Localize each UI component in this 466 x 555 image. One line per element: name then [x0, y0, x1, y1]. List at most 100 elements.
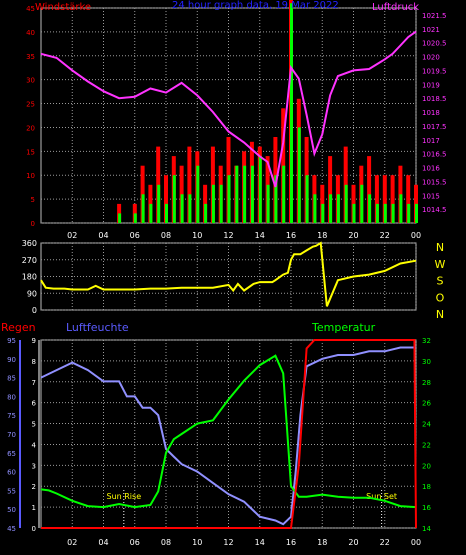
sun-annotation: Sun Rise [106, 492, 141, 501]
rain-tick-label: 7 [32, 379, 36, 387]
pressure-tick-label: 1018 [422, 109, 440, 117]
direction-tick-label: 270 [22, 256, 37, 265]
direction-tick-label: 180 [22, 273, 37, 282]
time-tick-label: 16 [286, 231, 296, 240]
temperature-tick-label: 14 [422, 525, 431, 533]
mean-wind-bar [266, 184, 270, 223]
wind-tick-label: 25 [26, 101, 35, 109]
humidity-tick-label: 85 [7, 375, 16, 383]
pressure-tick-label: 1016.5 [422, 151, 447, 159]
mean-wind-bar [297, 127, 301, 223]
pressure-tick-label: 1020.5 [422, 40, 447, 48]
gust-bar [187, 146, 192, 223]
gust-bar [406, 175, 411, 223]
mean-wind-bar [219, 184, 223, 223]
temperature-tick-label: 20 [422, 462, 431, 470]
pressure-axis-label: Luftdruck [372, 2, 419, 13]
temperature-tick-label: 30 [422, 358, 431, 366]
temperature-tick-label: 24 [422, 421, 431, 429]
mean-wind-bar [235, 165, 239, 223]
time-tick-label: 04 [98, 538, 108, 547]
mean-wind-bar [157, 184, 161, 223]
time-tick-label: 02 [67, 231, 77, 240]
time-tick-label: 04 [98, 231, 108, 240]
rain-line [41, 339, 417, 529]
wind-tick-label: 20 [26, 124, 35, 132]
rain-tick-label: 1 [32, 504, 36, 512]
rain-tick-label: 9 [32, 337, 36, 345]
mean-wind-bar [415, 203, 418, 223]
mean-wind-bar [149, 203, 153, 223]
time-tick-label: 12 [223, 231, 233, 240]
temperature-axis-label: Temperatur [311, 321, 376, 334]
rain-axis-ticks: 0 1 2 3 4 5 6 7 8 9 [32, 337, 40, 533]
rain-tick-label: 0 [32, 525, 36, 533]
mean-wind-bar [204, 203, 208, 223]
humidity-tick-label: 95 [7, 337, 16, 345]
mean-wind-bar [141, 194, 145, 223]
time-tick-label: 18 [317, 538, 327, 547]
temperature-axis-ticks: 14 16 18 20 22 24 26 28 30 32 [422, 337, 431, 533]
wind-tick-label: 35 [26, 53, 35, 61]
mean-wind-bar [188, 194, 192, 223]
temperature-tick-label: 16 [422, 504, 431, 512]
mean-wind-bar [399, 194, 403, 223]
pressure-tick-label: 1015 [422, 192, 440, 200]
mean-wind-bar [313, 194, 317, 223]
pressure-line [40, 30, 417, 188]
time-tick-label: 22 [380, 231, 390, 240]
gust-bar [367, 156, 372, 223]
humidity-tick-label: 60 [7, 469, 16, 477]
pressure-tick-label: 1019.5 [422, 67, 447, 75]
humidity-tick-label: 80 [7, 393, 16, 401]
rain-tick-label: 3 [32, 462, 36, 470]
rain-tick-label: 8 [32, 358, 36, 366]
rain-humidity-temp-x-ticks: 02 04 06 08 10 12 14 16 18 20 22 00 [67, 538, 421, 547]
humidity-axis-label: Luftfeuchte [66, 321, 129, 334]
time-tick-label: 10 [192, 231, 202, 240]
pressure-tick-label: 1015.5 [422, 178, 447, 186]
time-tick-label: 14 [255, 538, 265, 547]
wind-tick-label: 0 [31, 220, 35, 228]
pressure-axis-ticks: 1014.5 1015 1015.5 1016 1016.5 1017 1017.5 1018… [422, 12, 447, 214]
rain-tick-label: 4 [32, 441, 37, 449]
time-tick-label: 06 [130, 231, 140, 240]
time-tick-label: 14 [255, 231, 265, 240]
pressure-tick-label: 1019 [422, 81, 440, 89]
compass-label: O [436, 291, 445, 304]
time-tick-label: 06 [130, 538, 140, 547]
wind-axis-ticks: 0 5 10 15 20 25 30 35 40 45 [26, 5, 35, 228]
direction-tick-label: 360 [22, 239, 37, 248]
mean-wind-bar [243, 165, 247, 223]
time-tick-label: 10 [192, 538, 202, 547]
humidity-tick-label: 65 [7, 450, 16, 458]
mean-wind-bar [196, 165, 200, 223]
time-tick-label: 16 [286, 538, 296, 547]
mean-wind-bar [250, 165, 254, 223]
wind-axis-label: Windstärke [35, 2, 91, 13]
wind-pressure-x-ticks: 02 04 06 08 10 12 14 16 18 20 22 00 [67, 231, 421, 240]
rain-tick-label: 2 [32, 483, 36, 491]
mean-wind-bar [344, 184, 348, 223]
time-tick-label: 00 [411, 538, 421, 547]
pressure-tick-label: 1016 [422, 165, 440, 173]
humidity-tick-label: 45 [7, 525, 16, 533]
mean-wind-bar [211, 184, 215, 223]
time-tick-label: 08 [161, 231, 171, 240]
temperature-line [40, 354, 417, 509]
wind-tick-label: 45 [26, 5, 35, 13]
temperature-tick-label: 26 [422, 400, 431, 408]
mean-wind-bar [227, 175, 231, 223]
mean-wind-bar [368, 194, 372, 223]
mean-wind-bar [290, 3, 293, 224]
pressure-tick-label: 1018.5 [422, 95, 447, 103]
mean-wind-bar [352, 203, 356, 223]
mean-wind-bar [321, 203, 325, 223]
humidity-tick-label: 55 [7, 487, 16, 495]
temperature-tick-label: 32 [422, 337, 431, 345]
mean-wind-bar [274, 175, 278, 223]
rain-tick-label: 5 [32, 421, 36, 429]
